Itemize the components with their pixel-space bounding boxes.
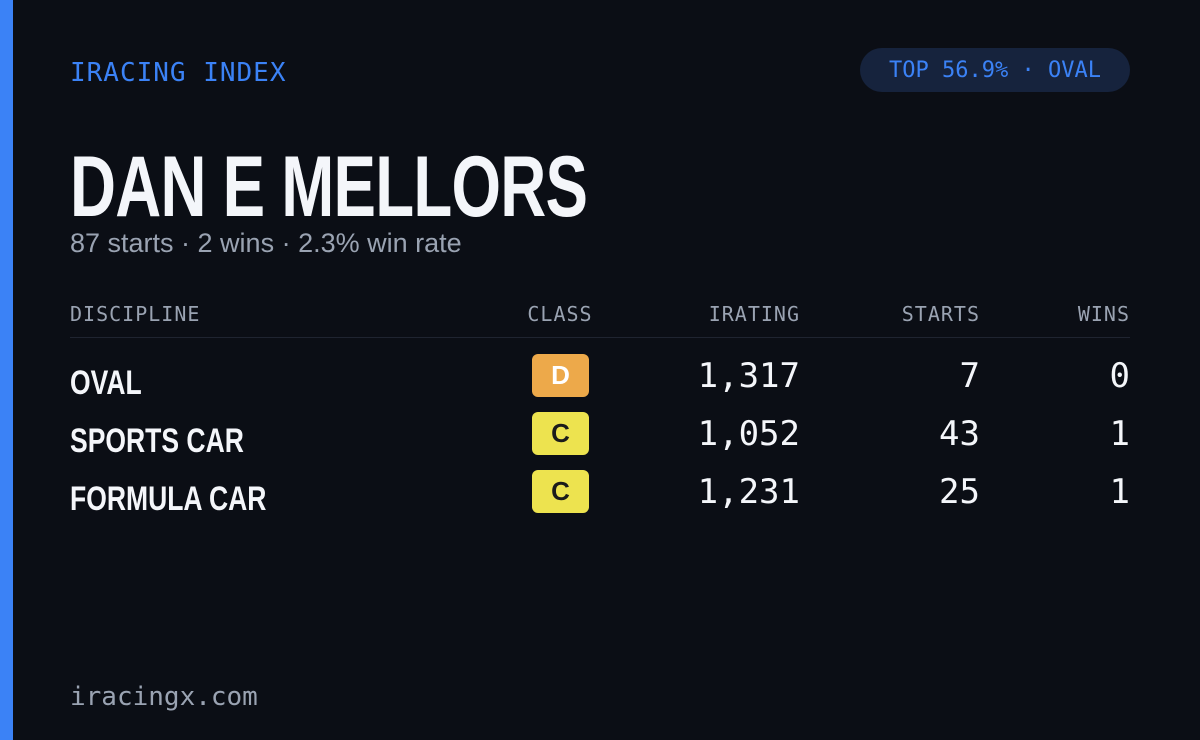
class-badge: D <box>532 354 589 397</box>
column-header: CLASS <box>527 302 593 326</box>
class-badge: C <box>532 412 589 455</box>
brand: IRACING INDEX <box>70 58 287 88</box>
rank-badge: TOP 56.9% · OVAL <box>860 48 1130 92</box>
column-header: WINS <box>1077 302 1130 326</box>
column-header: DISCIPLINE <box>70 302 201 326</box>
column-header: IRATING <box>708 302 800 326</box>
wins: 0 <box>1109 356 1130 396</box>
starts: 43 <box>939 414 980 454</box>
header-rule <box>70 337 1130 338</box>
driver-name: DAN E MELLORS <box>70 139 588 235</box>
wins: 1 <box>1109 414 1130 454</box>
discipline: FORMULA CAR <box>70 480 267 518</box>
irating: 1,231 <box>697 472 800 512</box>
summary: 87 starts · 2 wins · 2.3% win rate <box>70 228 462 258</box>
irating: 1,052 <box>697 414 800 454</box>
wins: 1 <box>1109 472 1130 512</box>
starts: 7 <box>959 356 980 396</box>
accent-bar <box>0 0 13 740</box>
site: iracingx.com <box>70 682 258 712</box>
discipline: OVAL <box>70 364 142 402</box>
class-badge: C <box>532 470 589 513</box>
starts: 25 <box>939 472 980 512</box>
column-header: STARTS <box>901 302 980 326</box>
irating: 1,317 <box>697 356 800 396</box>
discipline: SPORTS CAR <box>70 422 244 460</box>
